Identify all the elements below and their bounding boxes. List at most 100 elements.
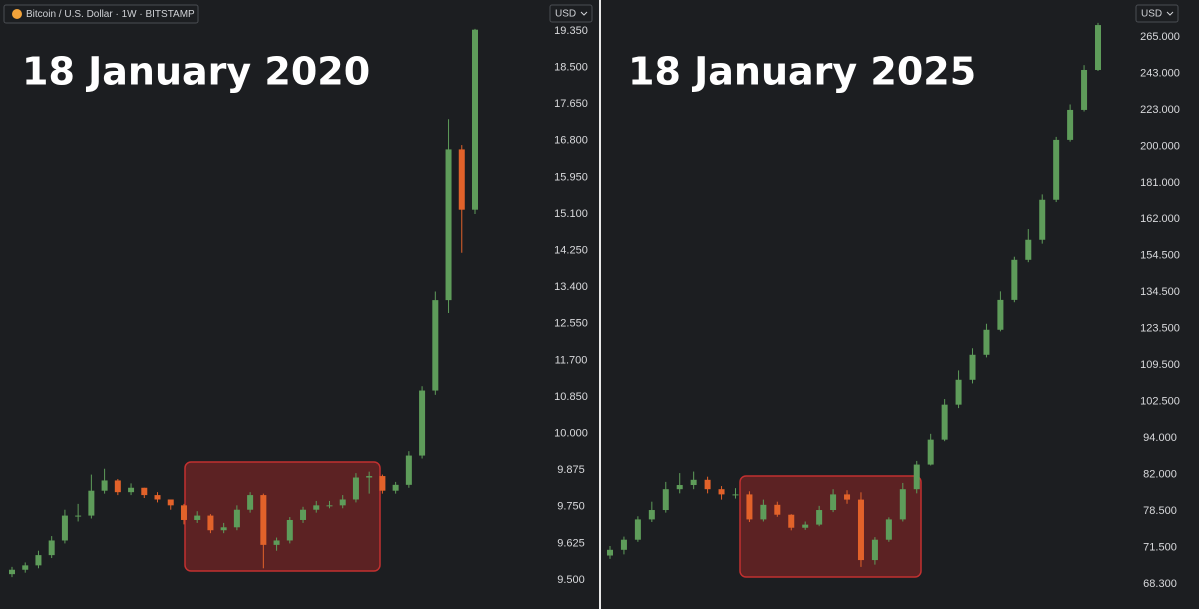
candle-body	[941, 404, 948, 440]
candle-body	[607, 549, 613, 556]
candle-body	[180, 505, 187, 520]
y-tick-label: 265.000	[1140, 31, 1180, 43]
candle-body	[154, 495, 161, 500]
y-tick-label: 10.850	[554, 391, 588, 403]
candle-body	[326, 505, 333, 507]
y-tick-label: 162.000	[1140, 213, 1180, 225]
candle-body	[690, 479, 697, 486]
y-tick-label: 154.500	[1140, 250, 1180, 262]
candle-body	[1039, 199, 1046, 240]
candle-body	[220, 527, 227, 531]
candle-body	[445, 149, 452, 301]
y-tick-label: 9.875	[557, 464, 585, 476]
candle-body	[704, 479, 711, 490]
currency-button[interactable]	[549, 4, 593, 23]
candle-body	[379, 476, 386, 491]
y-tick-label: 10.000	[554, 428, 588, 440]
highlight-box	[184, 461, 381, 572]
symbol-box[interactable]	[3, 4, 199, 24]
candle-body	[913, 464, 920, 490]
candle-body	[194, 515, 201, 520]
candle-body	[472, 29, 478, 210]
candle-body	[927, 439, 934, 465]
y-tick-label: 68.300	[1143, 578, 1177, 590]
candle-body	[300, 509, 307, 520]
candle-body	[662, 489, 669, 511]
currency-button[interactable]	[1135, 4, 1179, 23]
y-tick-label: 13.400	[554, 281, 588, 293]
candle-body	[857, 499, 864, 561]
candle-body	[458, 149, 465, 210]
y-tick-label: 78.500	[1143, 505, 1177, 517]
currency-label: USD	[555, 9, 576, 20]
candle-body	[35, 555, 42, 566]
candle-body	[273, 540, 280, 545]
dropdown-arrow	[1166, 11, 1174, 16]
y-tick-label: 19.350	[554, 25, 588, 37]
dropdown-arrow	[580, 11, 588, 16]
candle-body	[339, 499, 346, 506]
candle-body	[955, 379, 962, 405]
y-tick-label: 9.500	[557, 574, 585, 586]
candle-body	[1081, 69, 1088, 110]
candle-body	[233, 509, 240, 528]
candle-body	[247, 495, 254, 510]
candle-body	[871, 539, 878, 561]
y-tick-label: 17.650	[554, 98, 588, 110]
highlight-box	[739, 475, 922, 578]
y-tick-label: 223.000	[1140, 104, 1180, 116]
candle-body	[732, 494, 739, 496]
y-tick-label: 16.800	[554, 135, 588, 147]
candle-body	[1025, 239, 1032, 260]
y-tick-label: 71.500	[1143, 541, 1177, 553]
candle-body	[286, 519, 293, 541]
candle-body	[1067, 109, 1074, 140]
candle-body	[88, 490, 95, 516]
y-tick-label: 9.750	[557, 501, 585, 513]
y-tick-label: 12.550	[554, 318, 588, 330]
candle-body	[366, 476, 373, 478]
candle-body	[392, 484, 399, 491]
candle-body	[405, 455, 412, 485]
candle-body	[899, 489, 906, 520]
y-tick-label: 9.625	[557, 537, 585, 549]
candle-body	[774, 504, 781, 515]
candle-body	[969, 354, 976, 380]
currency-label: USD	[1141, 9, 1162, 20]
candle-body	[746, 494, 753, 520]
candle-body	[1011, 259, 1018, 300]
y-tick-label: 15.950	[554, 171, 588, 183]
candle-body	[648, 510, 655, 520]
candle-body	[22, 565, 29, 570]
y-tick-label: 123.500	[1140, 323, 1180, 335]
y-tick-label: 243.000	[1140, 67, 1180, 79]
y-tick-label: 18.500	[554, 62, 588, 74]
candle-body	[260, 495, 267, 545]
y-tick-label: 102.500	[1140, 396, 1180, 408]
candle-body	[432, 300, 439, 391]
candle-body	[718, 489, 725, 495]
candle-body	[1095, 25, 1101, 70]
symbol-label: Bitcoin / U.S. Dollar · 1W · BITSTAMP	[26, 9, 195, 20]
chart-title: 18 January 2020	[22, 50, 370, 94]
y-tick-label: 82.000	[1143, 469, 1177, 481]
y-tick-label: 200.000	[1140, 140, 1180, 152]
candle-body	[114, 480, 121, 493]
candle-body	[1053, 139, 1060, 200]
candle-body	[788, 514, 795, 528]
candle-body	[101, 480, 108, 491]
chart-title: 18 January 2025	[628, 50, 976, 94]
candle-body	[634, 519, 641, 540]
candle-body	[75, 515, 82, 517]
candle-body	[128, 487, 135, 493]
candle-body	[9, 569, 15, 575]
candle-body	[61, 515, 68, 541]
y-tick-label: 94.000	[1143, 432, 1177, 444]
candle-body	[141, 487, 148, 496]
candle-body	[48, 540, 55, 556]
candle-body	[620, 539, 627, 550]
candle-body	[760, 504, 767, 520]
candle-body	[816, 510, 823, 525]
y-tick-label: 11.700	[555, 354, 588, 366]
